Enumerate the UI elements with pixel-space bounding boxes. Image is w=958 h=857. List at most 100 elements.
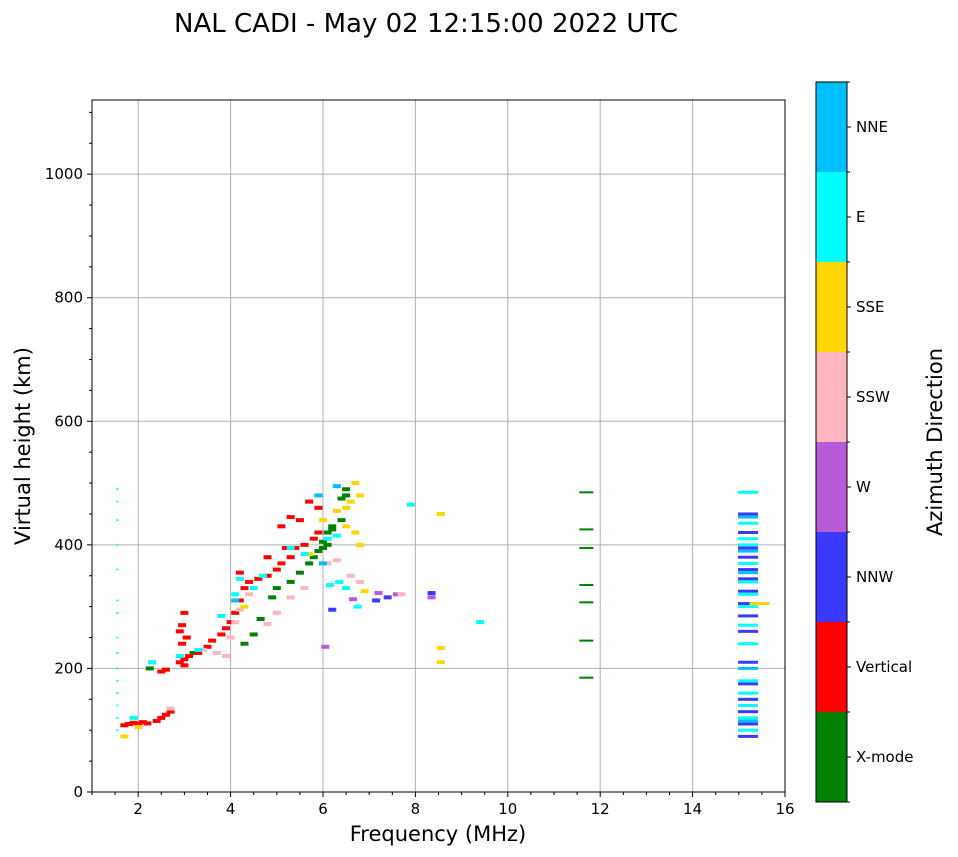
- data-point-e: [325, 583, 334, 588]
- y-axis-ticks: 0 200 400 600 800 1000: [45, 111, 92, 801]
- x-tick-label: 4: [226, 800, 236, 818]
- data-point-e: [738, 716, 759, 720]
- data-point-vertical: [161, 712, 170, 717]
- data-point-e: [231, 592, 240, 597]
- data-point-vertical: [138, 720, 147, 725]
- data-point-x-mode: [319, 545, 327, 550]
- data-point-sse: [134, 725, 143, 730]
- data-point-e: [738, 543, 759, 547]
- x-tick-label: 10: [498, 800, 517, 818]
- data-points: [116, 481, 770, 739]
- data-point-ssw: [166, 706, 175, 711]
- data-point-e: [116, 692, 119, 695]
- data-point-vertical: [185, 654, 194, 659]
- data-point-x-mode: [145, 666, 154, 671]
- data-point-vertical: [180, 663, 189, 668]
- data-point-sse: [360, 589, 369, 594]
- data-point-x-mode: [305, 561, 314, 566]
- data-point-e: [116, 568, 119, 571]
- data-point-x-mode: [342, 493, 351, 498]
- data-point-w: [427, 595, 436, 600]
- data-point-ssw: [226, 635, 235, 640]
- data-point-sse: [305, 552, 314, 557]
- colorbar-segment-e: [816, 172, 847, 262]
- data-point-e: [738, 691, 759, 695]
- data-point-vertical: [286, 515, 295, 520]
- y-tick-label: 600: [54, 412, 83, 430]
- data-point-nne: [738, 719, 759, 723]
- y-tick-label: 200: [54, 659, 83, 677]
- x-tick-label: 16: [775, 800, 794, 818]
- data-point-vertical: [231, 610, 240, 615]
- y-axis-label: Virtual height (km): [11, 347, 35, 545]
- colorbar-tick-label: NNE: [856, 118, 888, 136]
- data-point-vertical: [129, 720, 138, 725]
- data-point-x-mode: [328, 524, 337, 529]
- data-point-e: [342, 586, 351, 591]
- data-point-nnw: [738, 682, 759, 686]
- data-point-e: [129, 715, 138, 720]
- data-point-e: [323, 536, 332, 541]
- data-point-nnw: [738, 531, 759, 534]
- data-point-vertical: [305, 499, 314, 504]
- data-point-sse: [351, 530, 360, 535]
- data-point-vertical: [124, 722, 133, 727]
- data-point-vertical: [245, 579, 254, 584]
- colorbar-tick-label: SSW: [856, 388, 890, 406]
- data-point-ssw: [198, 647, 207, 652]
- data-point-vertical: [291, 545, 300, 550]
- data-point-x-mode: [295, 570, 304, 575]
- data-point-vertical: [263, 573, 272, 578]
- data-point-vertical: [152, 718, 161, 723]
- data-point-e: [194, 647, 203, 652]
- data-point-ssw: [245, 592, 254, 597]
- colorbar-segment-vertical: [816, 622, 847, 712]
- plot-frame: [91, 99, 786, 793]
- data-point-e: [738, 537, 759, 541]
- data-point-nnw: [738, 512, 759, 516]
- data-point-vertical: [272, 567, 281, 572]
- data-point-ssw: [263, 621, 272, 626]
- data-point-sse: [342, 524, 351, 529]
- colorbar-tick-label: X-mode: [856, 748, 913, 766]
- data-point-x-mode: [323, 530, 332, 535]
- data-point-e: [738, 580, 759, 584]
- colorbar-label: Azimuth Direction: [923, 348, 947, 536]
- data-point-nnw: [328, 607, 337, 612]
- data-point-sse: [351, 481, 360, 486]
- data-point-x-mode: [189, 650, 198, 655]
- data-point-w: [349, 597, 358, 602]
- chart-title: NAL CADI - May 02 12:15:00 2022 UTC: [174, 9, 678, 39]
- data-point-vertical: [194, 650, 203, 655]
- data-point-ssw: [286, 595, 295, 600]
- data-point-e: [738, 679, 759, 683]
- data-point-vertical: [157, 669, 166, 674]
- colorbar-tick-label: E: [856, 208, 865, 226]
- data-point-nne: [738, 666, 759, 670]
- y-tick-label: 1000: [45, 165, 83, 183]
- data-point-nnw: [738, 660, 759, 664]
- data-point-e: [116, 729, 119, 732]
- data-point-sse: [436, 511, 445, 516]
- data-point-e: [235, 576, 244, 581]
- data-point-vertical: [221, 626, 230, 631]
- data-point-e: [116, 543, 119, 546]
- data-point-vertical: [282, 545, 291, 550]
- x-tick-label: 14: [683, 800, 702, 818]
- data-point-x-mode: [342, 487, 351, 492]
- data-point-x-mode: [579, 546, 594, 549]
- data-point-x-mode: [337, 518, 346, 523]
- data-point-ssw: [355, 579, 364, 584]
- data-point-sse: [332, 508, 341, 513]
- data-point-nne: [738, 571, 759, 575]
- data-point-ssw: [272, 610, 281, 615]
- data-point-vertical: [240, 586, 249, 591]
- colorbar: X-mode Vertical NNW W SSW SSE E NNE: [815, 81, 913, 803]
- data-point-nnw: [738, 722, 759, 726]
- data-point-sse: [436, 660, 445, 665]
- data-point-e: [175, 654, 184, 659]
- data-point-x-mode: [272, 586, 281, 591]
- data-point-vertical: [208, 638, 217, 643]
- data-point-x-mode: [579, 676, 594, 679]
- data-point-e: [116, 679, 119, 682]
